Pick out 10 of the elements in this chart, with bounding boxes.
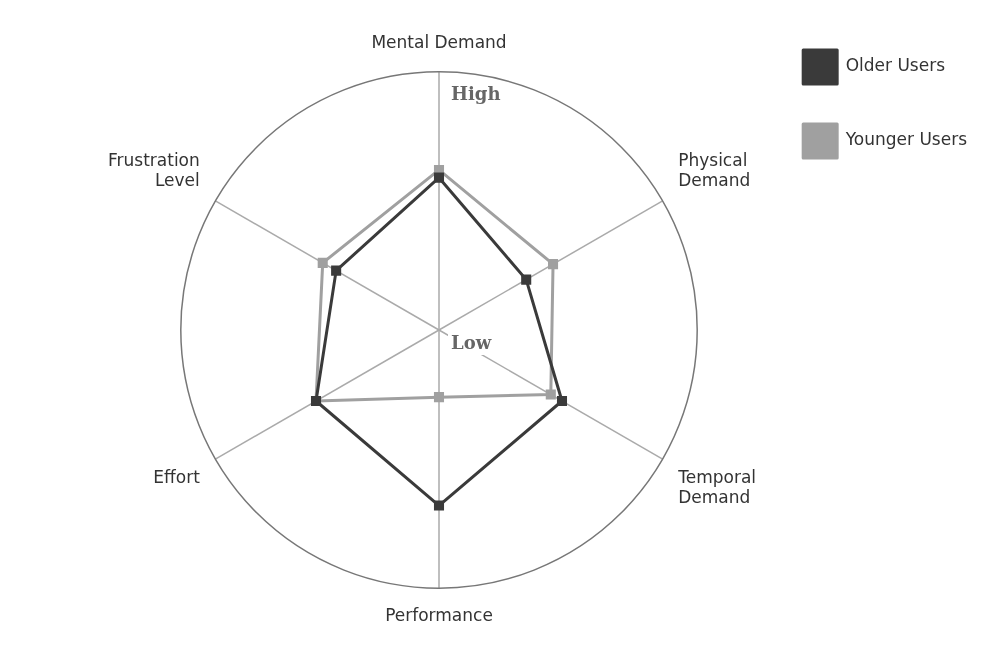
text: High (451, 83, 501, 105)
legend-label: Older Users (845, 55, 946, 76)
text: Low (451, 331, 492, 353)
spoke-label: Mental Demand (371, 32, 507, 53)
spoke-label: Physical Demand (678, 149, 751, 191)
spoke-label: Effort (153, 466, 201, 487)
spoke-label: Temporal Demand (677, 466, 757, 508)
legend-label: Younger Users (844, 129, 968, 150)
spoke-label: Frustration Level (107, 149, 200, 191)
spoke-label: Performance (385, 604, 493, 625)
